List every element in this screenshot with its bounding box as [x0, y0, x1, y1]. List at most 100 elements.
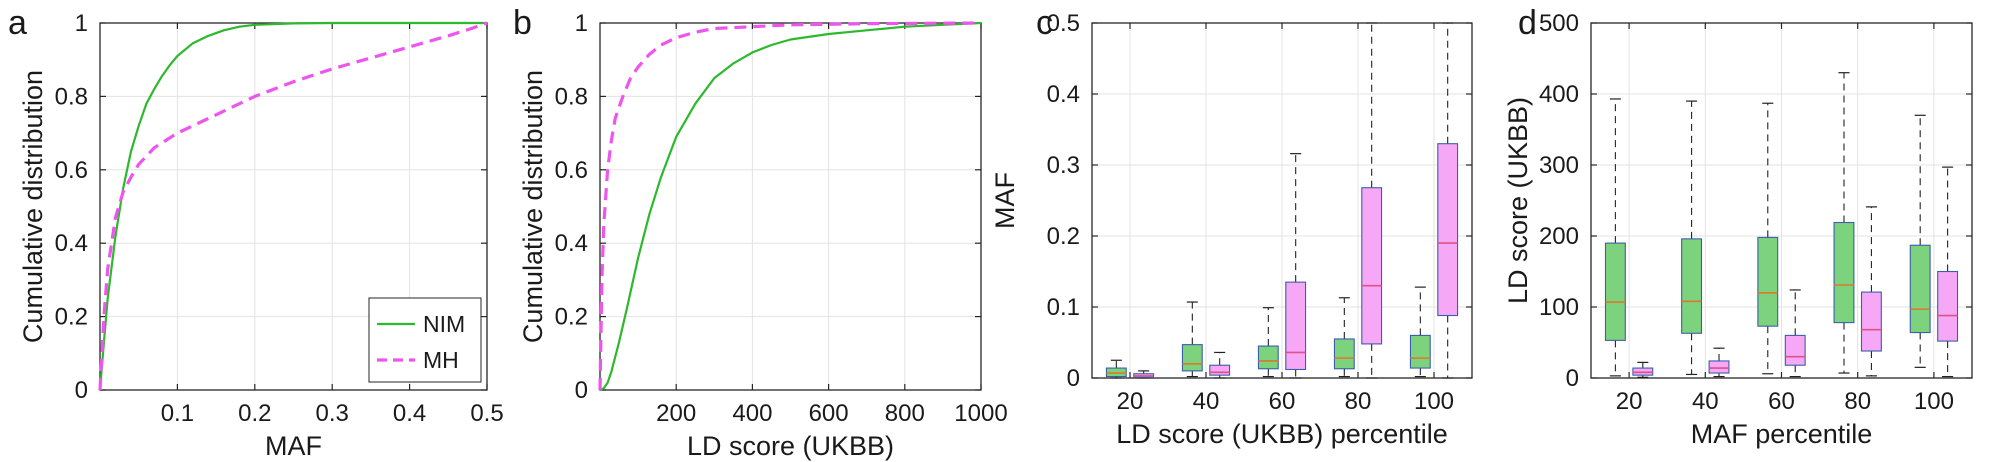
box-body: [1181, 344, 1203, 372]
series-line-mh: [598, 21, 982, 391]
box-nim: [1181, 301, 1203, 378]
series-line-nim: [98, 21, 487, 391]
y-tick-label: 0.2: [55, 304, 88, 331]
y-tick-label: 0: [575, 377, 588, 404]
box-body: [1333, 338, 1355, 370]
x-axis-label: LD score (UKBB) percentile: [1116, 419, 1448, 449]
x-tick-label: 800: [885, 400, 925, 427]
x-tick-label: 0.5: [470, 400, 503, 427]
box-mh: [1937, 166, 1959, 378]
x-tick-label: 1000: [954, 400, 1007, 427]
box-body: [1209, 364, 1231, 376]
box-nim: [1833, 72, 1855, 374]
box-body: [1708, 360, 1730, 374]
y-tick-label: 0.6: [55, 157, 88, 184]
box-body: [1860, 291, 1882, 352]
x-tick-label: 600: [809, 400, 849, 427]
x-tick-label: 40: [1193, 388, 1220, 415]
box-body: [1681, 238, 1703, 334]
box-nim: [1257, 307, 1279, 378]
x-axis-label: MAF percentile: [1691, 419, 1873, 449]
x-tick-label: 60: [1768, 388, 1795, 415]
y-axis-label: Cumulative distribution: [518, 70, 548, 343]
y-tick-label: 0.4: [1047, 81, 1080, 108]
y-tick-label: 300: [1539, 152, 1579, 179]
x-tick-label: 40: [1692, 388, 1719, 415]
box-body: [1909, 244, 1931, 334]
box-mh: [1133, 370, 1155, 379]
y-tick-label: 0.8: [55, 83, 88, 110]
x-tick-label: 20: [1117, 388, 1144, 415]
box-body: [1784, 334, 1806, 366]
legend: NIM MH: [368, 297, 482, 383]
box-nim: [1757, 102, 1779, 375]
box-mh: [1437, 22, 1459, 379]
panel-c: 20 40 60 80 100 0 0.1 0.2 0.3 0.4 0.5 LD score (UKB…: [990, 4, 1473, 449]
panel-letter: d: [1518, 4, 1537, 42]
box-mh: [1209, 351, 1231, 379]
x-tick-label: 100: [1914, 388, 1954, 415]
axes-frame: [599, 22, 982, 391]
box-nim: [1409, 286, 1431, 378]
y-tick-label: 0.3: [1047, 152, 1080, 179]
legend-box: [368, 297, 482, 383]
y-tick-label: 0.5: [1047, 10, 1080, 37]
x-tick-label: 60: [1269, 388, 1296, 415]
y-tick-label: 0: [75, 377, 88, 404]
box-mh: [1361, 22, 1383, 379]
panel-letter: c: [1036, 4, 1053, 42]
y-tick-label: 200: [1539, 223, 1579, 250]
y-tick-label: 0.2: [555, 304, 588, 331]
box-mh: [1860, 206, 1882, 377]
y-tick-label: 500: [1539, 10, 1579, 37]
y-axis-label: MAF: [990, 172, 1020, 229]
x-axis-label: LD score (UKBB): [687, 431, 894, 461]
box-body: [1437, 143, 1459, 317]
box-mh: [1285, 153, 1307, 379]
box-body: [1409, 334, 1431, 369]
y-tick-label: 0.4: [55, 230, 88, 257]
box-nim: [1333, 297, 1355, 378]
series-line-nim: [599, 21, 982, 391]
box-nim: [1604, 98, 1626, 377]
box-nim: [1909, 114, 1931, 368]
x-tick-label: 0.4: [393, 400, 426, 427]
y-tick-label: 0.6: [555, 157, 588, 184]
y-tick-label: 0.2: [1047, 223, 1080, 250]
y-tick-label: 400: [1539, 81, 1579, 108]
box-mh: [1708, 347, 1730, 378]
box-body: [1937, 270, 1959, 342]
y-tick-label: 1: [75, 10, 88, 37]
box-body: [1833, 221, 1855, 324]
x-tick-label: 20: [1616, 388, 1643, 415]
panel-letter: a: [8, 4, 27, 42]
y-axis-label: Cumulative distribution: [18, 70, 48, 343]
box-nim: [1105, 359, 1127, 379]
box-body: [1604, 242, 1626, 341]
panel-a: 0.1 0.2 0.3 0.4 0.5 0 0.2 0.4 0.6 0.8 1 MAF Cumulati…: [8, 4, 504, 461]
y-tick-label: 100: [1539, 294, 1579, 321]
x-tick-label: 400: [732, 400, 772, 427]
legend-label-mh: MH: [423, 347, 459, 373]
x-tick-label: 200: [656, 400, 696, 427]
y-tick-label: 0.1: [1047, 294, 1080, 321]
y-axis-label: LD score (UKBB): [1503, 97, 1533, 304]
panel-letter: b: [513, 4, 532, 42]
x-tick-label: 0.1: [161, 400, 194, 427]
legend-label-nim: NIM: [423, 311, 465, 337]
box-mh: [1632, 361, 1654, 378]
x-tick-label: 0.3: [316, 400, 349, 427]
box-body: [1361, 187, 1383, 345]
x-axis-label: MAF: [265, 431, 322, 461]
series-line-mh: [98, 21, 488, 391]
panel-d: 20 40 60 80 100 0 100 200 300 400 500 MAF percentil…: [1503, 4, 1973, 449]
box-body: [1757, 236, 1779, 327]
y-tick-label: 0.8: [555, 83, 588, 110]
box-mh: [1784, 289, 1806, 378]
y-tick-label: 0.4: [555, 230, 588, 257]
x-tick-label: 80: [1844, 388, 1871, 415]
box-body: [1257, 345, 1279, 370]
y-tick-label: 1: [575, 10, 588, 37]
y-tick-label: 0: [1067, 365, 1080, 392]
